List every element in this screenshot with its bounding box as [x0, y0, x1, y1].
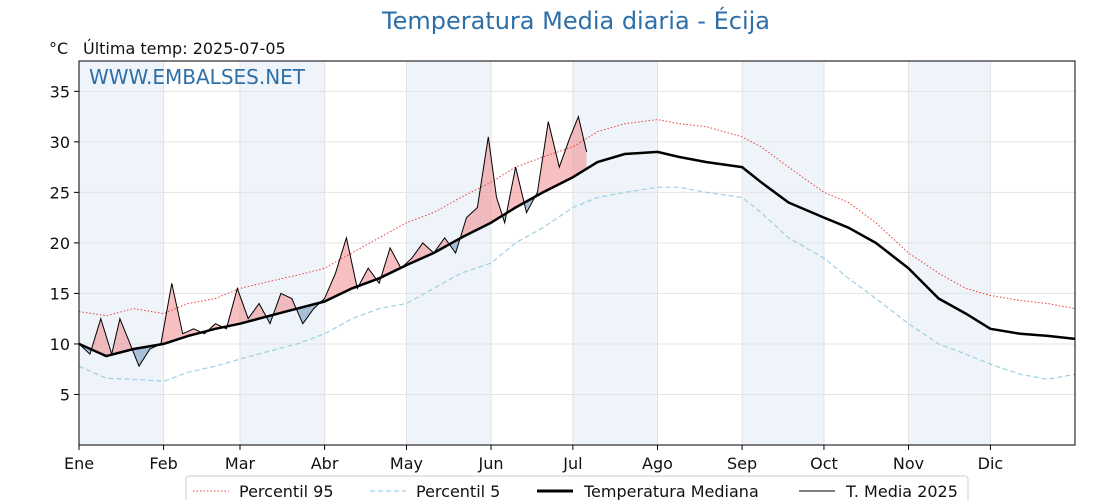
y-tick-label: 10 [50, 335, 70, 354]
month-band [239, 61, 325, 445]
x-tick-label: Ene [64, 454, 94, 473]
y-axis-ticks: 5 10 15 20 25 30 35 [50, 82, 79, 404]
x-tick-label: Mar [225, 454, 256, 473]
grid-lines [78, 61, 1075, 445]
x-axis-ticks: Ene Feb Mar Abr May Jun Jul Ago Sep Oct Nov Dic [64, 445, 1003, 473]
legend-label: Percentil 95 [239, 482, 334, 500]
month-band [742, 61, 824, 445]
percentile-5-line [78, 186, 1076, 382]
y-tick-label: 15 [50, 284, 70, 303]
x-tick-label: May [390, 454, 423, 473]
series-lines [78, 114, 1076, 382]
x-tick-label: Oct [810, 454, 838, 473]
legend-box [185, 475, 969, 500]
current-year-line [78, 114, 588, 368]
legend-label: Percentil 5 [416, 482, 500, 500]
month-band [572, 61, 658, 445]
above-median-fill [402, 238, 450, 268]
x-tick-label: Feb [149, 454, 177, 473]
x-tick-label: Ago [642, 454, 673, 473]
y-tick-label: 30 [50, 133, 70, 152]
unit-label: °C [49, 39, 69, 58]
x-tick-label: Nov [893, 454, 924, 473]
legend-label: Temperatura Mediana [583, 482, 759, 500]
y-tick-label: 25 [50, 183, 70, 202]
legend: Percentil 95 Percentil 5 Temperatura Media… [185, 475, 969, 500]
above-median-fill [460, 137, 503, 239]
legend-label: T. Media 2025 [845, 482, 958, 500]
median-line [78, 150, 1076, 358]
above-median-fill [227, 288, 267, 327]
last-temp-label: Última temp: 2025-07-05 [83, 39, 286, 58]
x-tick-label: Sep [727, 454, 757, 473]
y-tick-label: 35 [50, 82, 70, 101]
month-band [79, 61, 164, 445]
below-median-fill [133, 344, 160, 367]
x-tick-label: Jul [562, 454, 582, 473]
x-tick-label: Abr [311, 454, 339, 473]
x-tick-label: Jun [478, 454, 504, 473]
x-tick-label: Dic [978, 454, 1004, 473]
watermark: WWW.EMBALSES.NET [89, 65, 306, 89]
month-bands [79, 61, 991, 445]
plot-frame [78, 60, 1076, 446]
month-band [908, 61, 991, 445]
above-median-fill [159, 284, 202, 345]
above-median-fill [91, 319, 134, 356]
y-tick-label: 20 [50, 234, 70, 253]
above-median-fill [507, 167, 525, 213]
above-median-fill [359, 268, 377, 286]
above-median-fill [320, 238, 358, 303]
chart-title: Temperatura Media diaria - Écija [381, 7, 770, 35]
y-tick-label: 5 [60, 385, 70, 404]
